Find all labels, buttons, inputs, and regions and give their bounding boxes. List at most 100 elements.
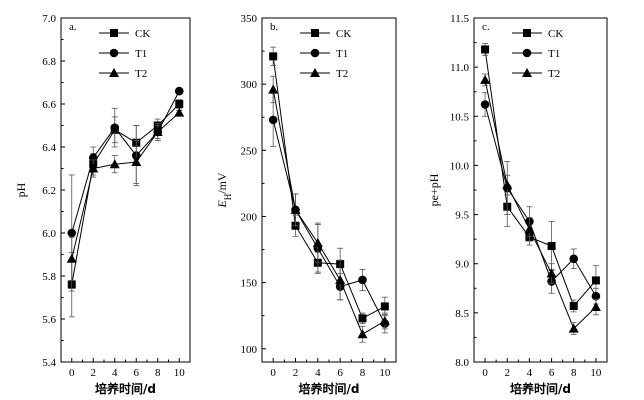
plot-frame [261, 17, 397, 363]
y-tick-label: 9.5 [455, 210, 469, 222]
series-line [71, 103, 180, 285]
panel-0: 5.4 5.6 5.8 6.0 6.2 6.4 6.6 6.8 7.0 0 2 4 6 8 10 培养时间/d… [14, 13, 191, 396]
series-CK [269, 46, 389, 325]
data-point [174, 107, 185, 117]
x-tick-label: 10 [174, 367, 186, 379]
data-point [131, 157, 142, 167]
data-point [524, 224, 535, 234]
series-line [484, 49, 597, 307]
series-line [71, 90, 180, 234]
legend-marker [109, 48, 119, 58]
data-point [358, 275, 367, 285]
y-tick-label: 100 [241, 344, 258, 356]
data-point [481, 45, 490, 54]
data-point [380, 302, 389, 311]
x-tick-label: 0 [69, 367, 75, 379]
legend-marker [310, 68, 320, 77]
series-T2 [66, 107, 185, 281]
panel-label: b. [270, 21, 279, 33]
y-axis-label-subscript: H [223, 193, 233, 200]
legend-label: CK [135, 28, 150, 40]
y-tick-label: 5.8 [42, 271, 56, 283]
plot-frame [473, 17, 608, 363]
y-tick-label: 5.4 [42, 357, 56, 369]
data-point [591, 276, 600, 285]
x-tick-label: 0 [270, 367, 276, 379]
data-point [502, 180, 513, 190]
y-axis-label-unit: /mV [215, 172, 229, 194]
y-tick-label: 8.0 [455, 357, 469, 369]
y-tick-label: 8.5 [455, 308, 469, 320]
y-tick-label: 6.4 [42, 142, 56, 154]
x-tick-label: 2 [293, 367, 299, 379]
y-tick-label: 300 [241, 79, 258, 91]
legend-label: T1 [336, 48, 348, 60]
series-line [71, 112, 180, 259]
panel-label: c. [482, 21, 490, 33]
y-axis-label: pe+pH [427, 173, 441, 206]
data-point [591, 291, 601, 301]
x-tick-label: 6 [549, 367, 555, 379]
series-T2 [268, 75, 390, 343]
x-tick-label: 8 [155, 367, 161, 379]
data-point [174, 86, 184, 96]
legend-label: T2 [135, 68, 147, 80]
data-point [480, 100, 490, 109]
y-tick-label: 10.0 [450, 160, 470, 172]
y-tick-label: 250 [241, 145, 258, 157]
legend-marker [109, 68, 119, 77]
legend: CK T1 T2 [300, 28, 351, 80]
legend-label: T1 [135, 48, 147, 60]
series-line [484, 79, 597, 330]
plot-frame [60, 17, 191, 363]
y-tick-label: 10.5 [450, 111, 470, 123]
y-tick-label: 11.0 [450, 62, 469, 74]
legend-marker [522, 48, 532, 58]
y-axis-label-main: E [215, 200, 229, 209]
legend: CK T1 T2 [512, 28, 563, 80]
y-tick-label: 200 [241, 211, 258, 223]
y-axis-label-main: pe+pH [427, 173, 441, 206]
data-point [569, 254, 579, 264]
data-point [67, 228, 77, 238]
data-point [568, 323, 579, 333]
legend-marker [311, 29, 319, 37]
x-tick-label: 2 [91, 367, 97, 379]
data-point [547, 242, 556, 251]
panel-label: a. [69, 21, 77, 33]
y-tick-label: 5.6 [42, 314, 56, 326]
series-CK [481, 43, 600, 313]
data-point [569, 301, 578, 310]
data-point [358, 314, 367, 323]
legend-label: T2 [548, 68, 560, 80]
data-point [268, 84, 279, 94]
series-line [272, 119, 386, 324]
legend-marker [310, 48, 320, 58]
data-point [269, 52, 278, 61]
y-tick-label: 6.2 [42, 185, 56, 197]
series-T2 [480, 73, 601, 335]
series-T1 [480, 92, 601, 305]
data-point [268, 115, 278, 125]
data-point [110, 123, 120, 132]
series-T1 [268, 93, 390, 334]
y-tick-label: 7.0 [42, 13, 56, 25]
x-axis-label: 培养时间/d [299, 381, 360, 396]
x-tick-label: 4 [112, 367, 118, 379]
x-axis-label: 培养时间/d [510, 381, 571, 396]
data-point [312, 237, 323, 247]
legend-marker [110, 29, 118, 37]
panel-2: 8.0 8.5 9.0 9.5 10.0 10.5 11.0 11.5 0 2 4 6 8 10 培养时间/… [427, 13, 608, 396]
series-CK [67, 99, 184, 318]
legend: CK T1 T2 [99, 28, 150, 80]
data-point [357, 329, 368, 339]
legend-label: T2 [336, 68, 348, 80]
legend-marker [522, 68, 532, 77]
x-tick-label: 2 [505, 367, 511, 379]
x-tick-label: 6 [134, 367, 140, 379]
x-tick-label: 6 [337, 367, 343, 379]
panel-1: 100 150 200 250 300 350 0 2 4 6 8 10 培养时间/d EH/mV b. CK… [215, 13, 397, 396]
y-axis-label: EH/mV [215, 172, 233, 209]
y-tick-label: 350 [241, 13, 258, 25]
